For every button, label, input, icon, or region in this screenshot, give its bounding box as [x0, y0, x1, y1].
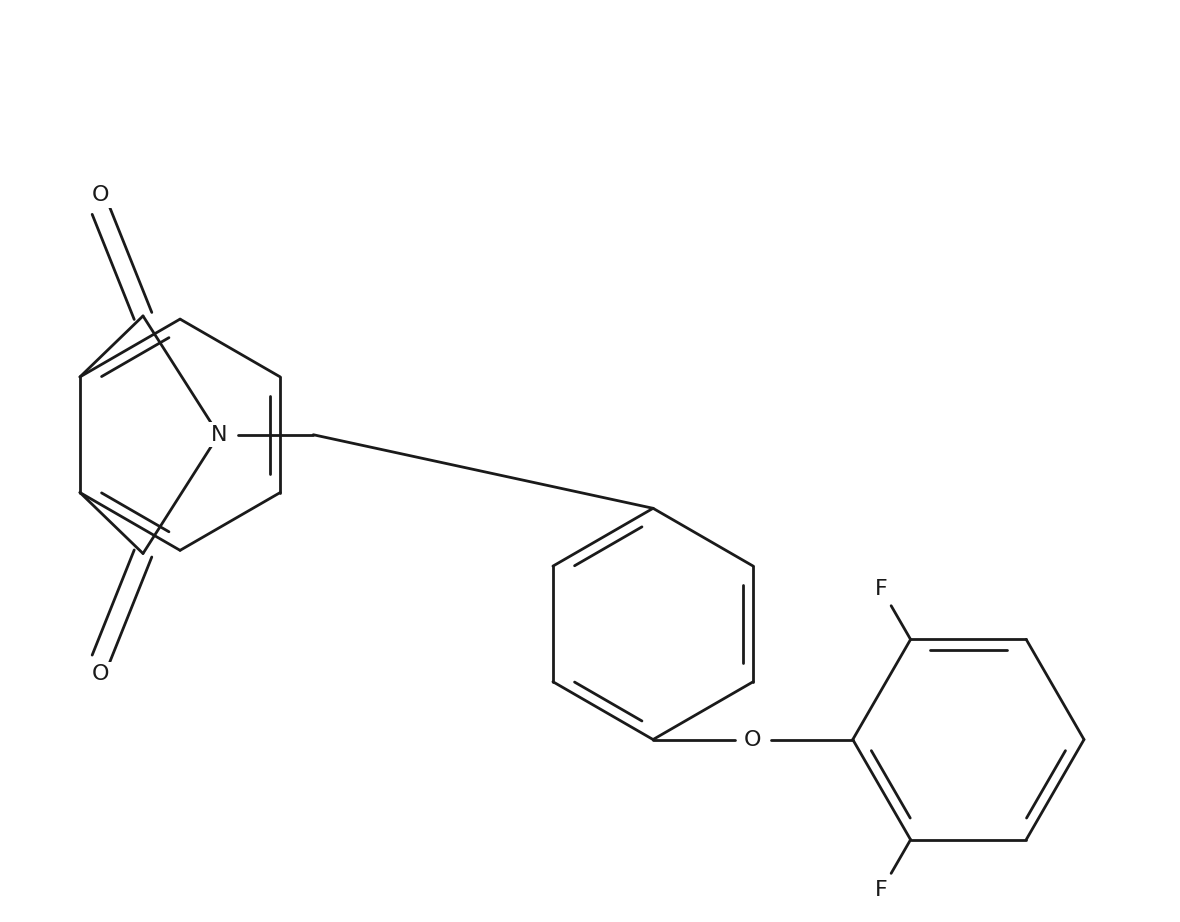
- Text: N: N: [210, 425, 227, 444]
- Text: O: O: [92, 665, 110, 684]
- Text: O: O: [92, 185, 110, 205]
- Text: O: O: [745, 729, 761, 750]
- Text: F: F: [876, 880, 889, 900]
- Text: F: F: [876, 579, 889, 599]
